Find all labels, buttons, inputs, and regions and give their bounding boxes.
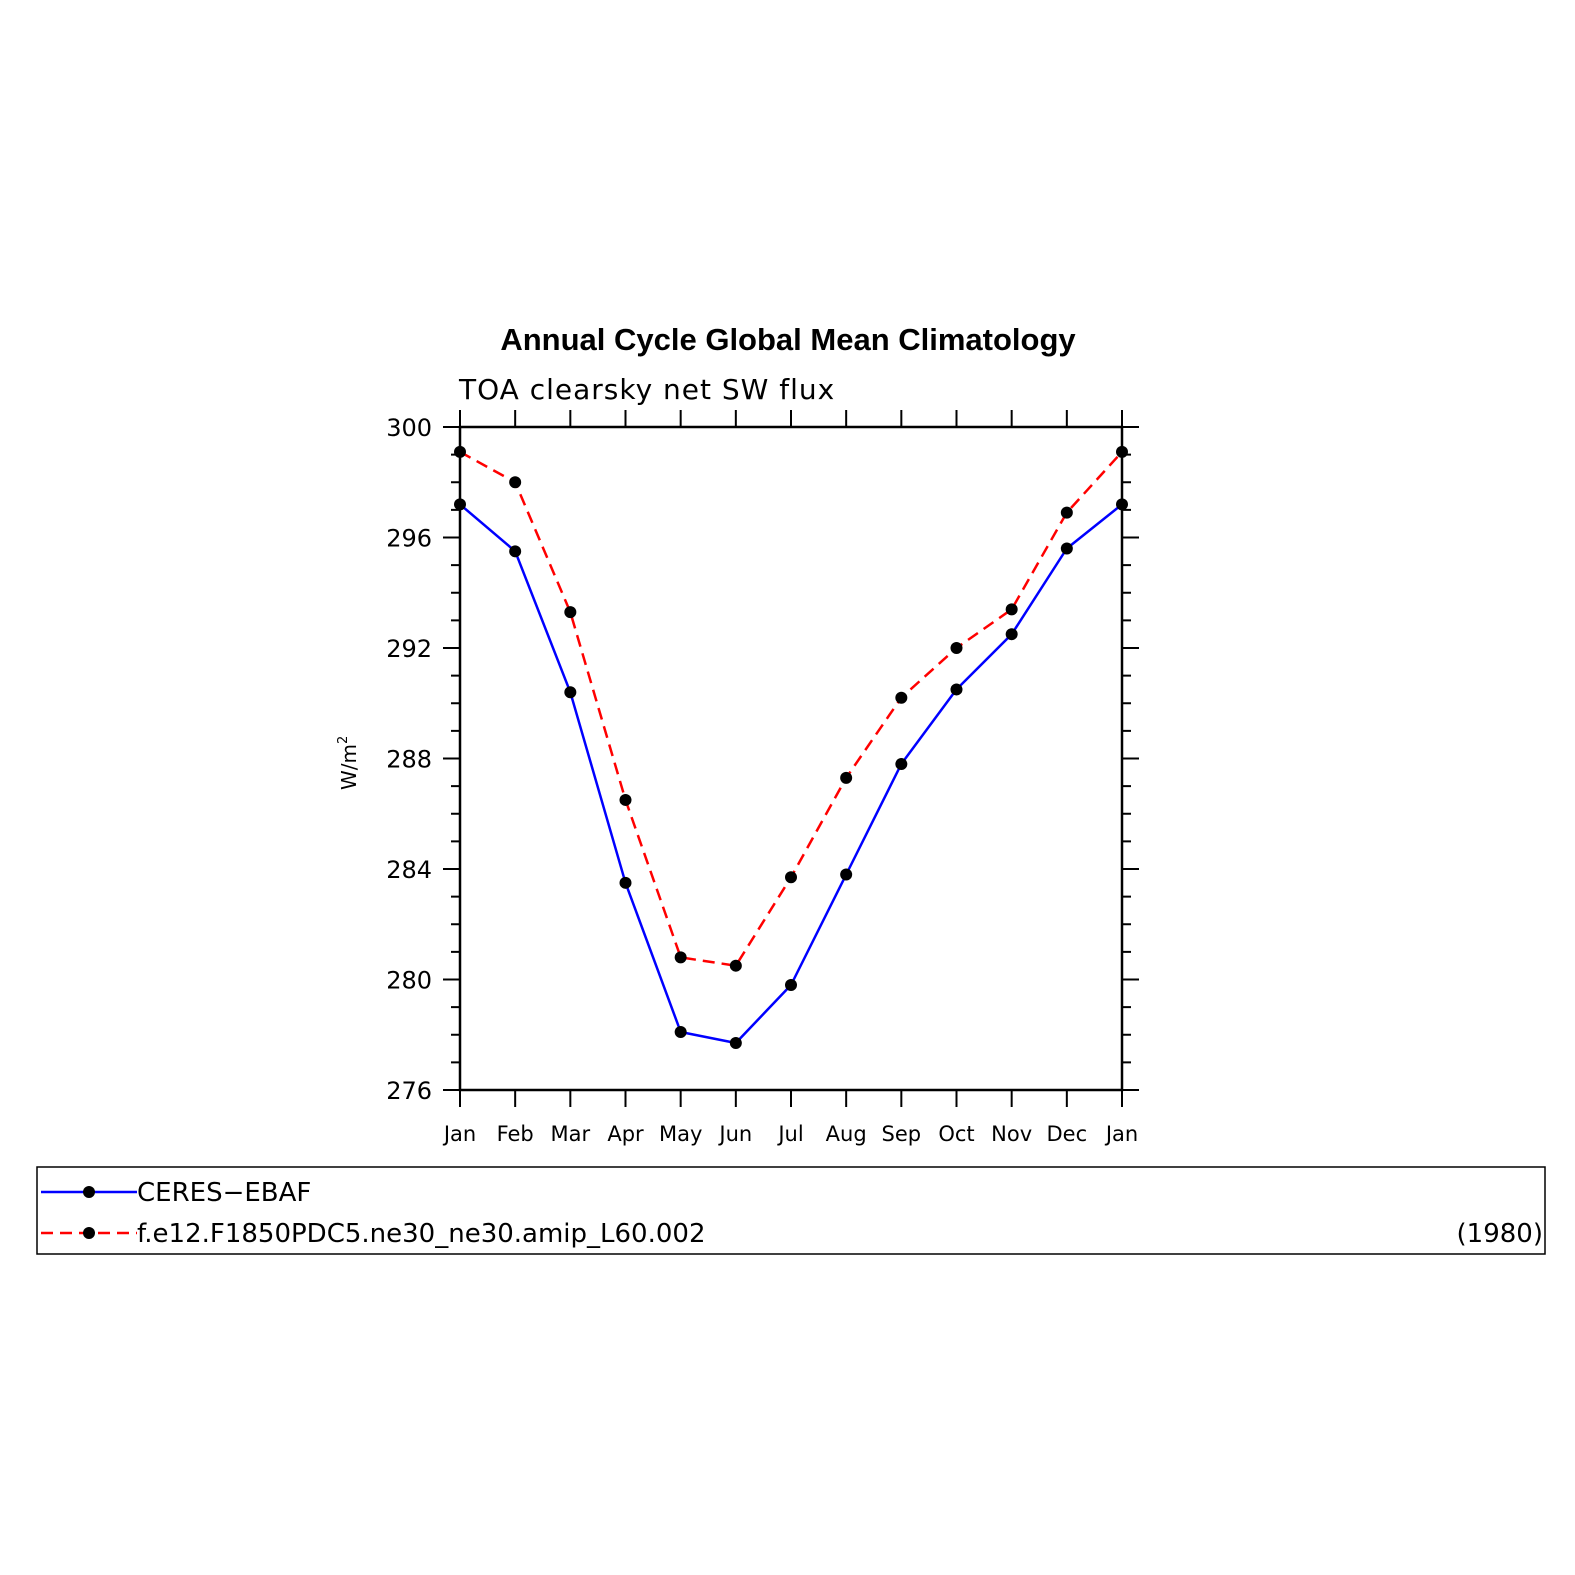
series-1-point-5 bbox=[729, 959, 742, 972]
legend: CERES−EBAF f.e12.F1850PDC5.ne30_ne30.ami… bbox=[36, 1166, 1546, 1255]
x-tick-label: Apr bbox=[607, 1122, 644, 1146]
series-1-point-8 bbox=[895, 691, 908, 704]
series-0-point-6 bbox=[785, 979, 797, 992]
series-1-point-7 bbox=[840, 771, 853, 784]
chart-title: Annual Cycle Global Mean Climatology bbox=[500, 322, 1076, 357]
series-0-point-2 bbox=[564, 686, 577, 699]
series-0-point-9 bbox=[950, 683, 963, 696]
legend-marker-ceres bbox=[83, 1186, 95, 1198]
legend-note-years: (1980) bbox=[1457, 1219, 1543, 1249]
x-tick-label: Oct bbox=[938, 1122, 974, 1146]
legend-marker-model bbox=[83, 1227, 95, 1239]
x-tick-label: Dec bbox=[1047, 1122, 1088, 1146]
series-1-point-1 bbox=[509, 476, 522, 489]
series-1-point-6 bbox=[785, 871, 797, 884]
x-tick-label: May bbox=[659, 1122, 702, 1146]
x-tick-label: Feb bbox=[497, 1122, 534, 1146]
x-tick-label: Aug bbox=[826, 1122, 867, 1146]
x-tick-label: Jul bbox=[776, 1122, 803, 1146]
y-axis-label-superscript: 2 bbox=[336, 736, 351, 744]
series-0-point-8 bbox=[895, 758, 908, 771]
series-1-point-4 bbox=[674, 951, 687, 964]
series-0-point-1 bbox=[509, 545, 522, 558]
series-0-point-11 bbox=[1060, 542, 1073, 555]
plot-area: 276 280 284 288 292 296 300 Jan Feb Mar Apr May Jun J… bbox=[386, 410, 1139, 1146]
x-tick-label: Jun bbox=[717, 1122, 752, 1146]
series-1-point-10 bbox=[1005, 603, 1018, 616]
x-tick-label: Jan bbox=[1104, 1122, 1138, 1146]
series-1-point-2 bbox=[564, 606, 577, 619]
x-tick-label: Sep bbox=[882, 1122, 922, 1146]
y-axis-label: W/m2 bbox=[336, 736, 361, 790]
series-0-point-7 bbox=[840, 868, 853, 881]
series-0-point-10 bbox=[1005, 628, 1018, 641]
series-1-point-9 bbox=[950, 642, 963, 654]
legend-box bbox=[36, 1166, 1546, 1255]
y-tick-label: 280 bbox=[386, 967, 432, 995]
x-tick-label: Jan bbox=[442, 1122, 476, 1146]
legend-label-ceres: CERES−EBAF bbox=[137, 1178, 311, 1208]
y-tick-label: 300 bbox=[386, 414, 432, 442]
series-0-point-4 bbox=[674, 1025, 687, 1038]
y-tick-label: 288 bbox=[386, 746, 432, 774]
y-tick-label: 296 bbox=[386, 525, 432, 553]
series-line-1 bbox=[459, 450, 1123, 967]
series-0-point-5 bbox=[729, 1037, 742, 1050]
series-1-point-11 bbox=[1060, 506, 1073, 519]
series-1-point-3 bbox=[619, 793, 632, 806]
y-tick-label: 276 bbox=[386, 1077, 432, 1105]
y-tick-label: 292 bbox=[386, 635, 432, 663]
legend-label-model: f.e12.F1850PDC5.ne30_ne30.amip_L60.002 bbox=[137, 1219, 705, 1249]
y-tick-label: 284 bbox=[386, 856, 432, 884]
x-tick-label: Mar bbox=[551, 1122, 591, 1146]
chart-subtitle: TOA clearsky net SW flux bbox=[458, 373, 835, 406]
x-tick-label: Nov bbox=[991, 1122, 1032, 1146]
series-0-point-3 bbox=[619, 876, 632, 889]
